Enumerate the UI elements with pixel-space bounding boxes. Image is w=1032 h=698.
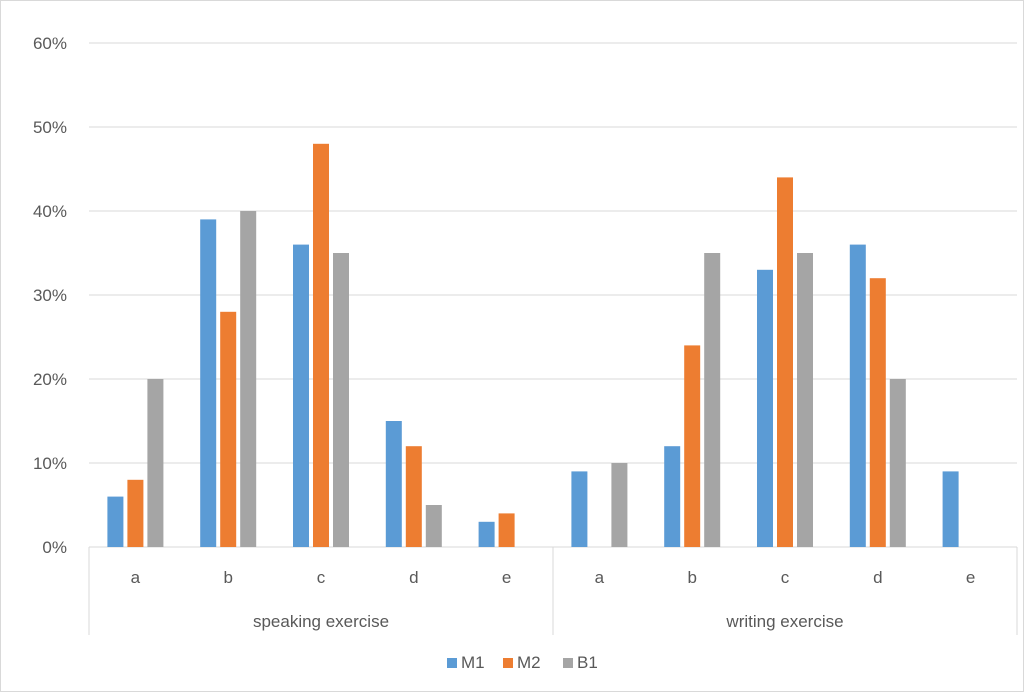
- bar-m2-d: [405, 446, 422, 547]
- legend-swatch-b1: [563, 658, 573, 668]
- legend-label-b1: B1: [577, 653, 598, 672]
- x-category-label: e: [502, 568, 511, 587]
- y-axis-ticks: 0% 10% 20% 30% 40% 50% 60%: [33, 34, 67, 557]
- bar-b1-d: [425, 505, 442, 547]
- legend-label-m1: M1: [461, 653, 485, 672]
- x-category-label: b: [687, 568, 696, 587]
- legend-label-m2: M2: [517, 653, 541, 672]
- bar-m2-d: [869, 278, 886, 547]
- x-category-label: d: [409, 568, 418, 587]
- bar-m2-a: [127, 479, 144, 547]
- x-group-label: writing exercise: [725, 612, 843, 631]
- y-tick-label: 40%: [33, 202, 67, 221]
- bar-m1-a: [571, 471, 588, 547]
- bar-m1-a: [107, 496, 124, 547]
- bar-b1-b: [240, 211, 257, 547]
- y-tick-label: 50%: [33, 118, 67, 137]
- bar-b1-c: [797, 253, 813, 547]
- y-tick-label: 60%: [33, 34, 67, 53]
- legend-swatch-m2: [503, 658, 513, 668]
- x-category-label: e: [966, 568, 975, 587]
- bar-m1-b: [200, 219, 217, 547]
- bar-b1-b: [704, 253, 721, 547]
- x-category-label: c: [781, 568, 790, 587]
- bar-m1-c: [293, 244, 309, 547]
- bar-m1-c: [757, 269, 773, 547]
- bar-m2-b: [684, 345, 701, 547]
- bar-b1-d: [889, 379, 906, 547]
- x-category-label: a: [595, 568, 605, 587]
- bar-m1-d: [385, 421, 402, 547]
- y-tick-label: 30%: [33, 286, 67, 305]
- bar-m1-b: [664, 446, 681, 547]
- y-tick-label: 0%: [42, 538, 67, 557]
- bar-b1-a: [147, 379, 164, 547]
- bar-m1-d: [849, 244, 866, 547]
- x-category-label: b: [223, 568, 232, 587]
- bar-m2-c: [313, 143, 329, 548]
- x-axis: a b c d e a b c d e speaking exercise writing exerc…: [88, 547, 1018, 635]
- legend-swatch-m1: [447, 658, 457, 668]
- y-tick-label: 10%: [33, 454, 67, 473]
- x-group-label: speaking exercise: [253, 612, 389, 631]
- bar-b1-a: [611, 463, 628, 547]
- x-category-label: c: [317, 568, 326, 587]
- bar-m2-c: [777, 177, 793, 547]
- bar-m2-b: [220, 311, 237, 547]
- x-category-label: d: [873, 568, 882, 587]
- grouped-bar-chart: 0% 10% 20% 30% 40% 50% 60% a b c d e a b c d e speaking …: [33, 34, 1018, 672]
- x-category-label: a: [131, 568, 141, 587]
- bars: [107, 143, 959, 548]
- bar-m2-e: [498, 513, 515, 547]
- bar-m1-e: [942, 471, 959, 547]
- y-tick-label: 20%: [33, 370, 67, 389]
- bar-b1-c: [333, 253, 349, 547]
- legend: M1 M2 B1: [447, 653, 598, 672]
- bar-m1-e: [478, 521, 495, 547]
